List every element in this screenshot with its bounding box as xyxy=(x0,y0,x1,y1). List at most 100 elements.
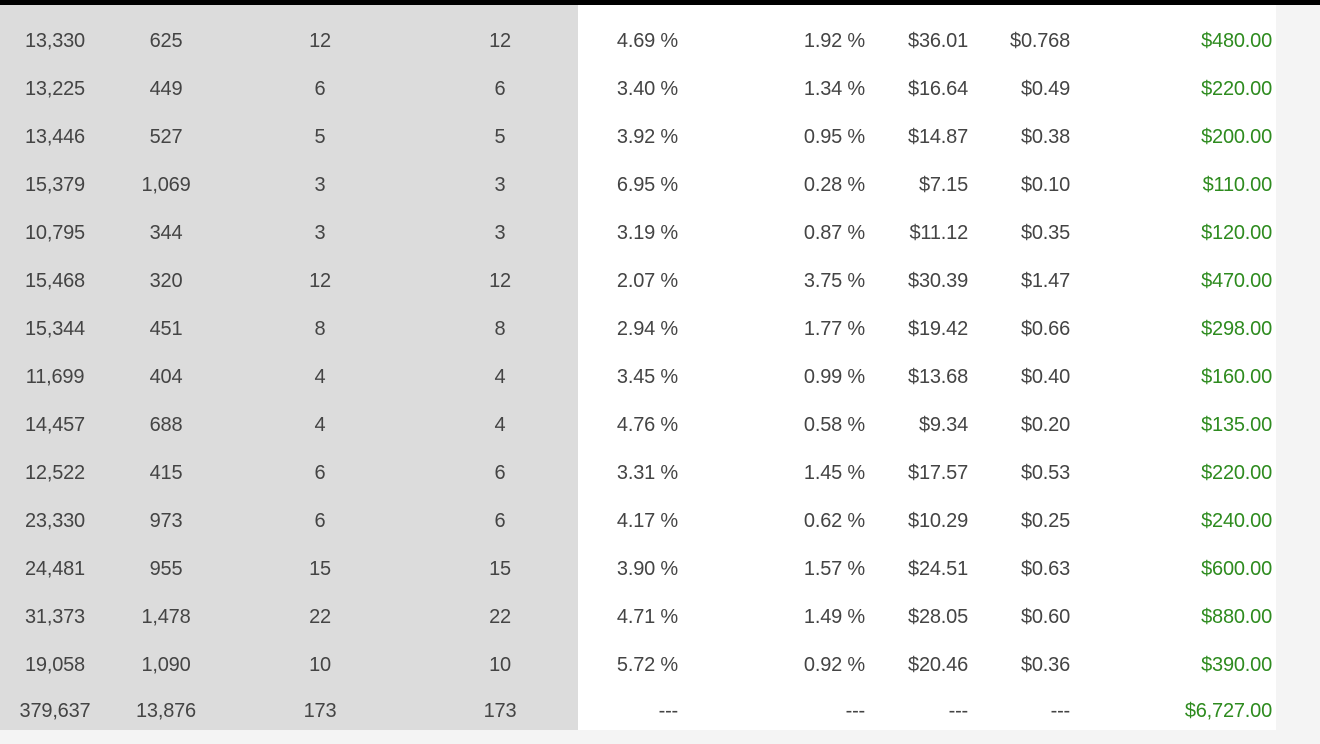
table-cell: 451 xyxy=(149,318,183,340)
table-row: 14,457 688 4 4 4.76 % 0.58 % $9.34 $0.20 $135.00 xyxy=(0,401,1276,449)
table-cell: 10 xyxy=(309,654,331,676)
table-cell: $17.57 xyxy=(908,462,968,484)
table-cell: 5 xyxy=(494,126,506,148)
table-cell: 6.95 % xyxy=(616,174,678,196)
table-cell: $7.15 xyxy=(918,174,968,196)
table-cell: 8 xyxy=(494,318,506,340)
table-cell: 8 xyxy=(314,318,326,340)
table-cell: 24,481 xyxy=(25,558,85,580)
table-cell: 3.40 % xyxy=(616,78,678,100)
table-cell: 0.92 % xyxy=(803,654,865,676)
table-cell: $880.00 xyxy=(1201,606,1272,628)
table-cell: 6 xyxy=(314,462,326,484)
table-cell: $220.00 xyxy=(1201,462,1272,484)
table-cell: 2.94 % xyxy=(616,318,678,340)
table-row: 15,379 1,069 3 3 6.95 % 0.28 % $7.15 $0.10 $110.… xyxy=(0,161,1276,209)
table-cell: $1.47 xyxy=(1020,270,1070,292)
table-cell: $298.00 xyxy=(1201,318,1272,340)
table-cell: 22 xyxy=(309,606,331,628)
table-row: 13,446 527 5 5 3.92 % 0.95 % $14.87 $0.38 $200.0… xyxy=(0,113,1276,161)
table-cell: 688 xyxy=(149,414,183,436)
table-cell: $13.68 xyxy=(908,366,968,388)
table-cell: $0.35 xyxy=(1020,222,1070,244)
table-cell: 0.87 % xyxy=(803,222,865,244)
total-cell: 173 xyxy=(303,700,337,722)
table-cell: 4 xyxy=(314,366,326,388)
table-cell: 15,344 xyxy=(25,318,85,340)
table-cell: $0.60 xyxy=(1020,606,1070,628)
table-cell: 31,373 xyxy=(25,606,85,628)
table-cell: 0.58 % xyxy=(803,414,865,436)
table-cell: 4.69 % xyxy=(616,30,678,52)
table-totals-row: 379,637 13,876 173 173 --- --- --- --- $6,727.00 xyxy=(0,689,1276,733)
table-cell: $0.768 xyxy=(1010,30,1070,52)
table-row: 11,699 404 4 4 3.45 % 0.99 % $13.68 $0.40 $160.0… xyxy=(0,353,1276,401)
table-cell: 6 xyxy=(494,462,506,484)
table-cell: $390.00 xyxy=(1201,654,1272,676)
table-cell: $160.00 xyxy=(1201,366,1272,388)
table-cell: 12 xyxy=(489,30,511,52)
table-cell: $240.00 xyxy=(1201,510,1272,532)
table-cell: 3 xyxy=(494,222,506,244)
table-cell: 22 xyxy=(489,606,511,628)
table-cell: 15,468 xyxy=(25,270,85,292)
table-cell: $9.34 xyxy=(918,414,968,436)
table-cell: 1.49 % xyxy=(803,606,865,628)
table-cell: 12 xyxy=(309,270,331,292)
table-cell: $120.00 xyxy=(1201,222,1272,244)
table-cell: 15 xyxy=(489,558,511,580)
table-cell: 0.28 % xyxy=(803,174,865,196)
table-cell: 527 xyxy=(149,126,183,148)
window-top-edge xyxy=(0,0,1320,5)
table-cell: $16.64 xyxy=(908,78,968,100)
table-cell: 11,699 xyxy=(25,366,85,388)
table-cell: $36.01 xyxy=(908,30,968,52)
table-cell: 6 xyxy=(494,510,506,532)
table-cell: $480.00 xyxy=(1201,30,1272,52)
table-cell: 955 xyxy=(149,558,183,580)
table-cell: 5 xyxy=(314,126,326,148)
table-cell: 1,478 xyxy=(141,606,191,628)
table-cell: 4 xyxy=(314,414,326,436)
table-cell: $14.87 xyxy=(908,126,968,148)
table-cell: 3.45 % xyxy=(616,366,678,388)
table-cell: $0.66 xyxy=(1020,318,1070,340)
table-cell: 3.75 % xyxy=(803,270,865,292)
table-cell: 15,379 xyxy=(25,174,85,196)
table-cell: 0.62 % xyxy=(803,510,865,532)
table-cell: 15 xyxy=(309,558,331,580)
table-cell: $0.36 xyxy=(1020,654,1070,676)
table-cell: $135.00 xyxy=(1201,414,1272,436)
total-cell: 13,876 xyxy=(136,700,196,722)
table-cell: 23,330 xyxy=(25,510,85,532)
total-cell: 379,637 xyxy=(19,700,91,722)
table-cell: $10.29 xyxy=(908,510,968,532)
total-cell: --- xyxy=(948,700,969,722)
table-cell: 1,069 xyxy=(141,174,191,196)
table-cell: 1.34 % xyxy=(803,78,865,100)
table-row: 10,795 344 3 3 3.19 % 0.87 % $11.12 $0.35 $120.0… xyxy=(0,209,1276,257)
table-cell: $470.00 xyxy=(1201,270,1272,292)
table-cell: $0.25 xyxy=(1020,510,1070,532)
table-cell: 3 xyxy=(314,174,326,196)
table-cell: 625 xyxy=(149,30,183,52)
table-background xyxy=(578,5,1276,730)
table-row: 13,225 449 6 6 3.40 % 1.34 % $16.64 $0.49 $220.0… xyxy=(0,65,1276,113)
table-row: 31,373 1,478 22 22 4.71 % 1.49 % $28.05 $0.60 $8… xyxy=(0,593,1276,641)
table-cell: 320 xyxy=(149,270,183,292)
table-cell: 1,090 xyxy=(141,654,191,676)
table-cell: 1.45 % xyxy=(803,462,865,484)
table-cell: $19.42 xyxy=(908,318,968,340)
table-cell: 1.57 % xyxy=(803,558,865,580)
table-cell: 4.76 % xyxy=(616,414,678,436)
page-margin-bottom xyxy=(0,730,1320,744)
page-margin-right xyxy=(1276,5,1320,744)
table-cell: 12,522 xyxy=(25,462,85,484)
table-cell: 415 xyxy=(149,462,183,484)
table-cell: 3.19 % xyxy=(616,222,678,244)
table-cell: 449 xyxy=(149,78,183,100)
table-cell: $0.20 xyxy=(1020,414,1070,436)
table-cell: $24.51 xyxy=(908,558,968,580)
table-cell: 4 xyxy=(494,366,506,388)
table-cell: 10 xyxy=(489,654,511,676)
